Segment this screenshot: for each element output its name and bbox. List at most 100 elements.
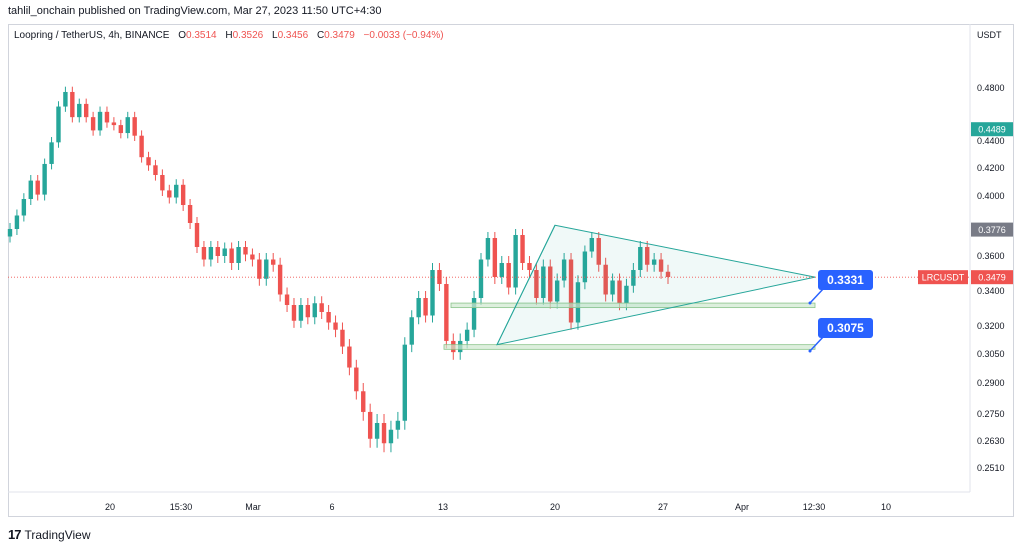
- candle-body: [513, 235, 518, 288]
- symbol-tag-text: LRCUSDT: [922, 273, 965, 283]
- candle-body: [222, 248, 227, 256]
- candle-body: [35, 180, 40, 195]
- legend-close: 0.3479: [324, 30, 355, 41]
- time-tick-label: Apr: [735, 502, 749, 512]
- candle-body: [146, 157, 151, 166]
- price-tick-label: 0.2900: [977, 378, 1005, 388]
- candle-body: [492, 238, 498, 277]
- candle-body: [28, 180, 33, 199]
- callout-0-3075-text: 0.3075: [827, 321, 864, 335]
- candle-body: [257, 259, 262, 279]
- price-tick-label: 0.4200: [977, 163, 1005, 173]
- time-tick-label: 6: [329, 502, 334, 512]
- candle-body: [548, 266, 553, 302]
- candle-body: [499, 263, 504, 277]
- candle-body: [416, 298, 421, 318]
- legend-symbol: Loopring / TetherUS, 4h, BINANCE: [14, 30, 170, 41]
- candle-body: [575, 282, 581, 323]
- time-tick-label: 20: [550, 502, 560, 512]
- candle-body: [381, 423, 387, 444]
- price-tag-box: [971, 122, 1013, 137]
- price-tag-text: 0.3479: [978, 273, 1006, 283]
- footer-branding: 17 TradingView: [8, 527, 91, 542]
- candle-body: [658, 259, 664, 272]
- candle-body: [305, 305, 311, 318]
- tradingview-logo-icon: 17: [8, 527, 22, 542]
- candle-body: [118, 125, 124, 134]
- price-tick-label: 0.4800: [977, 83, 1005, 93]
- candle-body: [284, 294, 290, 305]
- time-tick-label: 27: [658, 502, 668, 512]
- candle-body: [423, 298, 428, 316]
- candle-body: [388, 429, 394, 444]
- candle-body: [21, 199, 27, 216]
- candle-body: [7, 229, 13, 237]
- candle-body: [527, 263, 532, 270]
- candle-body: [153, 165, 158, 175]
- publisher-line: tahlil_onchain published on TradingView.…: [8, 5, 382, 17]
- candle-body: [430, 270, 435, 316]
- candle-body: [194, 223, 200, 247]
- candle-body: [409, 317, 414, 345]
- candle-body: [347, 346, 352, 368]
- callout-0-3331-text: 0.3331: [827, 273, 864, 287]
- support-zone-upper: [450, 302, 816, 309]
- candle-body: [187, 205, 193, 223]
- candle-body: [471, 298, 477, 330]
- price-tick-label: 0.3600: [977, 251, 1005, 261]
- candle-body: [139, 135, 144, 158]
- candle-body: [645, 247, 650, 265]
- time-tick-label: 20: [105, 502, 115, 512]
- candle-body: [160, 175, 165, 191]
- candle-body: [333, 322, 338, 330]
- legend-high: 0.3526: [232, 30, 264, 41]
- candle-body: [520, 235, 525, 263]
- candle-body: [77, 103, 82, 118]
- candle-body: [63, 91, 68, 107]
- candle-body: [42, 163, 47, 195]
- candle-body: [374, 423, 380, 439]
- currency-label: USDT: [977, 30, 1002, 40]
- candle-body: [167, 190, 172, 198]
- legend-open: 0.3514: [186, 30, 217, 41]
- callout-0-3075-box: [818, 318, 873, 338]
- candle-body: [111, 122, 117, 126]
- candle-body: [354, 367, 359, 392]
- time-tick-label: Mar: [245, 502, 261, 512]
- candle-body: [541, 266, 546, 298]
- candle-body: [665, 271, 671, 277]
- price-tick-label: 0.4400: [977, 136, 1005, 146]
- candle-body: [437, 270, 442, 284]
- candle-body: [56, 106, 61, 143]
- time-tick-label: 10: [881, 502, 891, 512]
- candle-body: [561, 259, 567, 281]
- chart-legend: Loopring / TetherUS, 4h, BINANCE O0.3514…: [14, 30, 444, 41]
- symbol-tag-box: [918, 270, 968, 285]
- price-tick-label: 0.4000: [977, 191, 1005, 201]
- candle-body: [361, 391, 366, 412]
- candle-body: [340, 329, 345, 347]
- candle-body: [485, 238, 491, 260]
- candle-body: [14, 215, 20, 229]
- legend-open-label: O: [178, 30, 187, 41]
- legend-close-label: C: [316, 30, 325, 41]
- price-tag-box: [971, 222, 1013, 237]
- candle-body: [83, 103, 89, 118]
- candle-body: [395, 420, 401, 430]
- candle-body: [554, 280, 560, 302]
- candle-body: [208, 247, 214, 260]
- candle-body: [478, 259, 484, 298]
- candle-body: [603, 264, 608, 295]
- candle-body: [582, 251, 588, 283]
- candle-body: [444, 284, 449, 341]
- candle-body: [243, 247, 248, 255]
- price-tag-text: 0.3776: [978, 225, 1006, 235]
- chart-frame[interactable]: [8, 24, 1014, 517]
- candle-body: [534, 270, 539, 298]
- price-tick-label: 0.3400: [977, 286, 1005, 296]
- candle-body: [104, 111, 110, 123]
- candle-body: [70, 91, 75, 118]
- legend-high-label: H: [225, 30, 233, 41]
- candle-body: [610, 280, 615, 295]
